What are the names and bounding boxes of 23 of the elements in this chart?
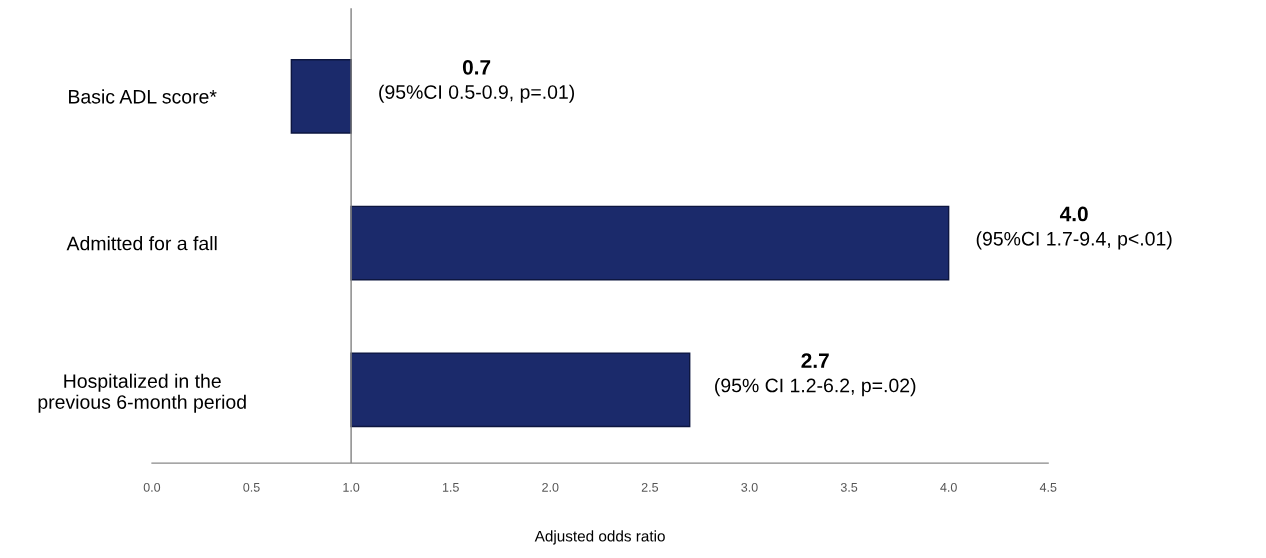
bar xyxy=(350,352,691,428)
x-tick-label: 4.0 xyxy=(940,482,957,492)
x-tick-label: 1.0 xyxy=(343,482,360,492)
annotation: 0.7 xyxy=(462,59,491,75)
y-tick-label: Admitted for a fall xyxy=(66,236,217,251)
y-tick-label: Basic ADL score* xyxy=(69,89,217,104)
x-tick-label: 0.5 xyxy=(243,482,260,492)
x-tick-label: 4.5 xyxy=(1039,483,1057,492)
annotation: (95% CI 1.2-6.2, p=.02) xyxy=(715,378,916,397)
x-tick-label: 0.0 xyxy=(143,482,161,492)
x-axis-title: Adjusted odds ratio xyxy=(534,530,665,545)
bar xyxy=(290,59,352,134)
x-tick-label: 3.0 xyxy=(741,482,758,492)
x-tick-label: 3.5 xyxy=(840,482,858,492)
bar xyxy=(350,205,950,281)
y-tick-label: Hospitalized in the previous 6-month period xyxy=(38,373,246,413)
annotation: (95%CI 0.5-0.9, p=.01) xyxy=(379,84,575,103)
x-tick-label: 2.0 xyxy=(542,482,559,492)
x-tick-label: 2.5 xyxy=(641,482,659,492)
text: 4.0 xyxy=(1059,206,1088,222)
annotation: 2.7 xyxy=(801,353,829,368)
x-tick-label: 1.5 xyxy=(442,483,459,492)
annotation: (95%CI 1.7-9.4, p<.01) xyxy=(976,231,1172,250)
